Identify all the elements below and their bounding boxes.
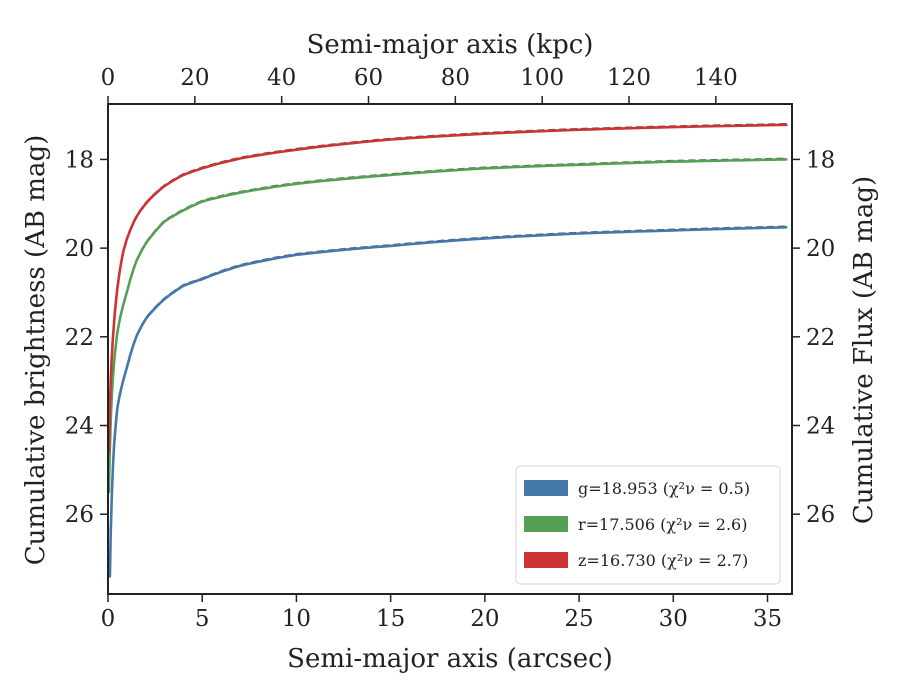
- y-tick-label: 20: [65, 236, 94, 262]
- x-tick-label: 15: [376, 606, 405, 632]
- y-axis-label: Cumulative brightness (AB mag): [21, 135, 51, 566]
- right-y-tick-label: 20: [806, 236, 835, 262]
- top-x-tick-label: 140: [694, 65, 738, 91]
- top-x-tick-label: 100: [520, 65, 564, 91]
- y-tick-label: 24: [65, 413, 94, 439]
- x-tick-label: 20: [470, 606, 499, 632]
- top-x-axis: 0 20 40 60 80 100 120 140: [101, 65, 738, 104]
- series-line-0: [108, 226, 788, 578]
- legend: g=18.953 (χ²ν = 0.5) r=17.506 (χ²ν = 2.6)…: [515, 465, 781, 585]
- y-tick-label: 26: [65, 502, 94, 528]
- series-line-2: [108, 123, 788, 454]
- top-x-tick-label: 20: [180, 65, 209, 91]
- top-x-tick-label: 60: [354, 65, 383, 91]
- series-lines: [108, 123, 788, 578]
- x-tick-label: 30: [659, 606, 688, 632]
- legend-swatch: [524, 516, 568, 532]
- legend-swatch: [524, 480, 568, 496]
- right-y-axis-label: Cumulative Flux (AB mag): [849, 176, 879, 524]
- right-y-axis: 18 20 22 24 26: [792, 147, 835, 528]
- x-tick-label: 0: [101, 606, 116, 632]
- left-y-axis: 18 20 22 24 26: [65, 147, 108, 528]
- legend-label: r=17.506 (χ²ν = 2.6): [578, 515, 747, 534]
- y-tick-label: 22: [65, 325, 94, 351]
- model-line-2: [108, 123, 787, 452]
- x-tick-label: 35: [753, 606, 782, 632]
- right-y-tick-label: 24: [806, 413, 835, 439]
- x-tick-label: 5: [195, 606, 210, 632]
- top-x-tick-label: 40: [267, 65, 296, 91]
- legend-label: z=16.730 (χ²ν = 2.7): [578, 551, 748, 570]
- bottom-x-axis: 0 5 10 15 20 25 30 35: [101, 594, 782, 632]
- top-x-tick-label: 0: [101, 65, 116, 91]
- x-tick-label: 25: [564, 606, 593, 632]
- series-line-1: [108, 158, 788, 494]
- top-x-axis-label: Semi-major axis (kpc): [307, 30, 594, 60]
- top-x-tick-label: 120: [607, 65, 651, 91]
- x-tick-label: 10: [282, 606, 311, 632]
- right-y-tick-label: 22: [806, 325, 835, 351]
- plot-frame: [107, 103, 793, 595]
- right-y-tick-label: 18: [806, 147, 835, 173]
- model-line-1: [108, 157, 787, 492]
- y-tick-label: 18: [65, 147, 94, 173]
- legend-label: g=18.953 (χ²ν = 0.5): [578, 479, 750, 498]
- top-x-tick-label: 80: [441, 65, 470, 91]
- x-axis-label: Semi-major axis (arcsec): [287, 644, 613, 674]
- legend-swatch: [524, 552, 568, 568]
- right-y-tick-label: 26: [806, 502, 835, 528]
- legend-box: [515, 465, 781, 585]
